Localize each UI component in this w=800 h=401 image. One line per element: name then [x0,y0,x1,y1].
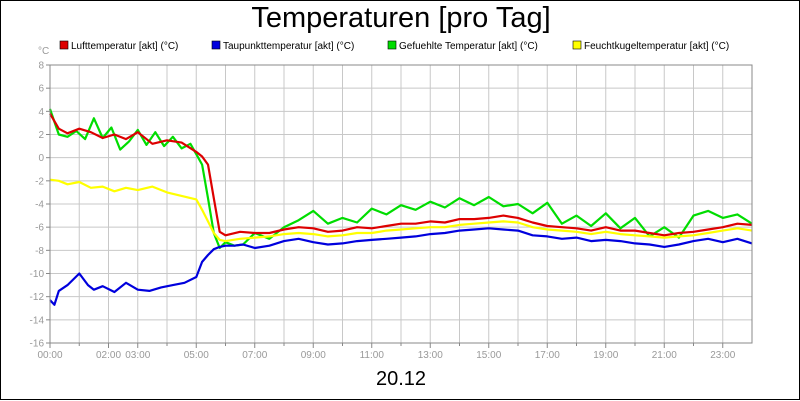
x-tick-label: 17:00 [535,350,560,361]
legend-label: Lufttemperatur [akt] (°C) [71,41,178,52]
y-tick-label: -8 [35,246,44,257]
y-tick-label: 2 [38,130,44,141]
y-tick-label: -12 [30,292,45,303]
legend-swatch [387,40,397,50]
series-line [49,178,753,243]
x-tick-label: 05:00 [184,350,209,361]
y-tick-label: -10 [30,269,45,280]
x-tick-label: 07:00 [242,350,267,361]
y-tick-label: -16 [30,339,45,350]
x-tick-label: 19:00 [593,350,618,361]
y-tick-label: -6 [35,223,44,234]
y-axis-ticks: 8 6 4 2 0 -2 -4 -6 -8 -10 -12 -14 -16 [30,61,50,350]
legend-label: Gefuehlte Temperatur [akt] (°C) [399,41,538,52]
x-tick-label: 11:00 [360,350,385,361]
y-tick-label: 6 [38,84,44,95]
x-tick-label: 03:00 [125,350,150,361]
x-axis-ticks: 00:00 02:00 03:00 05:00 07:00 09:00 11:00 13:00… [37,343,736,361]
series-line [49,227,753,306]
plot-border [49,64,753,344]
y-tick-label: 8 [38,61,44,72]
x-tick-label: 13:00 [418,350,443,361]
y-tick-label: 0 [38,153,44,164]
x-tick-label: 00:00 [37,350,62,361]
x-tick-label: 02:00 [96,350,121,361]
series-group [48,108,753,306]
x-tick-label: 21:00 [652,350,677,361]
y-axis-unit: °C [38,46,49,57]
x-tick-label: 15:00 [476,350,501,361]
chart-title: Temperaturen [pro Tag] [251,2,551,34]
legend-swatch [211,40,221,50]
y-tick-label: -14 [30,315,45,326]
grid [49,64,752,344]
legend-label: Feuchtkugeltemperatur [akt] (°C) [584,41,729,52]
x-tick-label: 09:00 [301,350,326,361]
x-axis-date-label: 20.12 [375,368,427,390]
y-tick-label: -4 [35,200,44,211]
y-tick-label: 4 [38,107,44,118]
legend-label: Taupunkttemperatur [akt] (°C) [223,41,354,52]
series-line [49,113,753,237]
legend: Lufttemperatur [akt] (°C) Taupunkttempera… [59,40,729,52]
legend-swatch [59,40,69,50]
legend-swatch [572,40,582,50]
y-tick-label: -2 [35,176,44,187]
x-tick-label: 23:00 [710,350,735,361]
